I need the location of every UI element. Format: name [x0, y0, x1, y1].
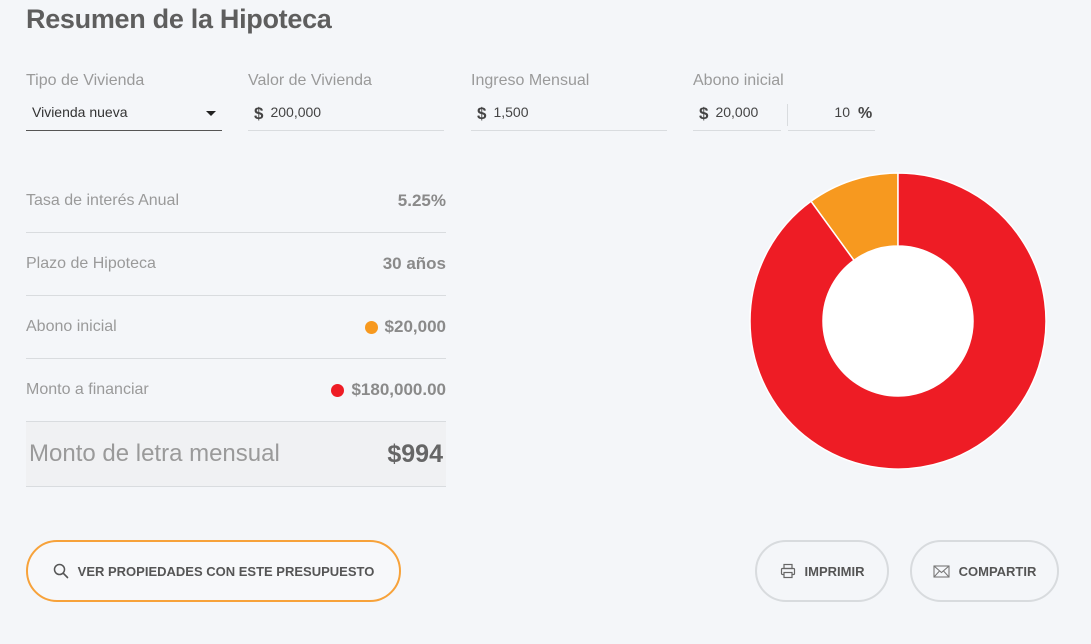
valor-vivienda-input[interactable]: $ 200,000	[248, 94, 444, 131]
ver-propiedades-label: VER PROPIEDADES CON ESTE PRESUPUESTO	[77, 563, 375, 579]
abono-inicial-percent-input[interactable]: 10 %	[788, 94, 875, 131]
summary-row-label: Tasa de interés Anual	[26, 192, 179, 209]
chevron-down-icon	[206, 111, 216, 116]
summary-table: Tasa de interés Anual 5.25% Plazo de Hip…	[26, 170, 446, 487]
tipo-vivienda-select[interactable]: Vivienda nueva	[26, 94, 222, 131]
imprimir-button[interactable]: IMPRIMIR	[755, 540, 889, 602]
summary-row-abono: Abono inicial $20,000	[26, 296, 446, 359]
compartir-label: COMPARTIR	[958, 563, 1037, 579]
tipo-vivienda-value: Vivienda nueva	[32, 104, 128, 120]
percent-symbol: %	[858, 105, 873, 122]
printer-icon	[780, 563, 795, 579]
search-icon	[53, 563, 68, 579]
summary-row-plazo: Plazo de Hipoteca 30 años	[26, 233, 446, 296]
compartir-button[interactable]: COMPARTIR	[910, 540, 1059, 602]
summary-row-value-wrap: $180,000.00	[331, 380, 446, 400]
mortgage-donut-chart	[749, 172, 1047, 470]
monthly-payment-value: $994	[387, 439, 443, 468]
summary-row-label: Abono inicial	[26, 318, 117, 335]
divider	[787, 104, 788, 126]
abono-inicial-amount-input[interactable]: $ 20,000	[693, 94, 781, 131]
abono-inicial-percent-value: 10	[834, 104, 850, 120]
abono-inicial-field: Abono inicial $ 20,000 10 %	[693, 72, 875, 131]
monthly-payment-label: Monto de letra mensual	[29, 440, 280, 467]
imprimir-label: IMPRIMIR	[804, 563, 865, 579]
ingreso-mensual-input[interactable]: $ 1,500	[471, 94, 667, 131]
abono-legend-dot	[364, 320, 378, 334]
abono-inicial-amount-value: 20,000	[715, 104, 759, 120]
valor-vivienda-label: Valor de Vivienda	[248, 72, 372, 89]
valor-vivienda-field: Valor de Vivienda $ 200,000	[248, 72, 444, 131]
summary-row-value: 5.25%	[397, 191, 446, 210]
ingreso-mensual-label: Ingreso Mensual	[471, 72, 590, 89]
summary-row-value: $20,000	[384, 317, 446, 336]
envelope-icon	[933, 564, 950, 578]
summary-row-label: Plazo de Hipoteca	[26, 255, 156, 272]
currency-symbol: $	[477, 104, 487, 123]
summary-row-label: Monto a financiar	[26, 381, 149, 398]
monthly-payment-row: Monto de letra mensual $994	[26, 422, 446, 487]
financiar-legend-dot	[331, 383, 345, 397]
summary-row-tasa: Tasa de interés Anual 5.25%	[26, 170, 446, 233]
currency-symbol: $	[699, 104, 709, 123]
page-title: Resumen de la Hipoteca	[26, 4, 332, 34]
donut-hole	[823, 246, 973, 396]
summary-row-value: 30 años	[382, 254, 446, 273]
valor-vivienda-value: 200,000	[270, 104, 322, 120]
summary-row-value: $180,000.00	[351, 380, 446, 399]
abono-inicial-label: Abono inicial	[693, 72, 784, 89]
tipo-vivienda-field: Tipo de Vivienda Vivienda nueva	[26, 72, 222, 131]
tipo-vivienda-label: Tipo de Vivienda	[26, 72, 145, 89]
ver-propiedades-button[interactable]: VER PROPIEDADES CON ESTE PRESUPUESTO	[26, 540, 401, 602]
ingreso-mensual-value: 1,500	[493, 104, 529, 120]
summary-row-financiar: Monto a financiar $180,000.00	[26, 359, 446, 422]
currency-symbol: $	[254, 104, 264, 123]
ingreso-mensual-field: Ingreso Mensual $ 1,500	[471, 72, 667, 131]
summary-row-value-wrap: $20,000	[364, 317, 446, 337]
